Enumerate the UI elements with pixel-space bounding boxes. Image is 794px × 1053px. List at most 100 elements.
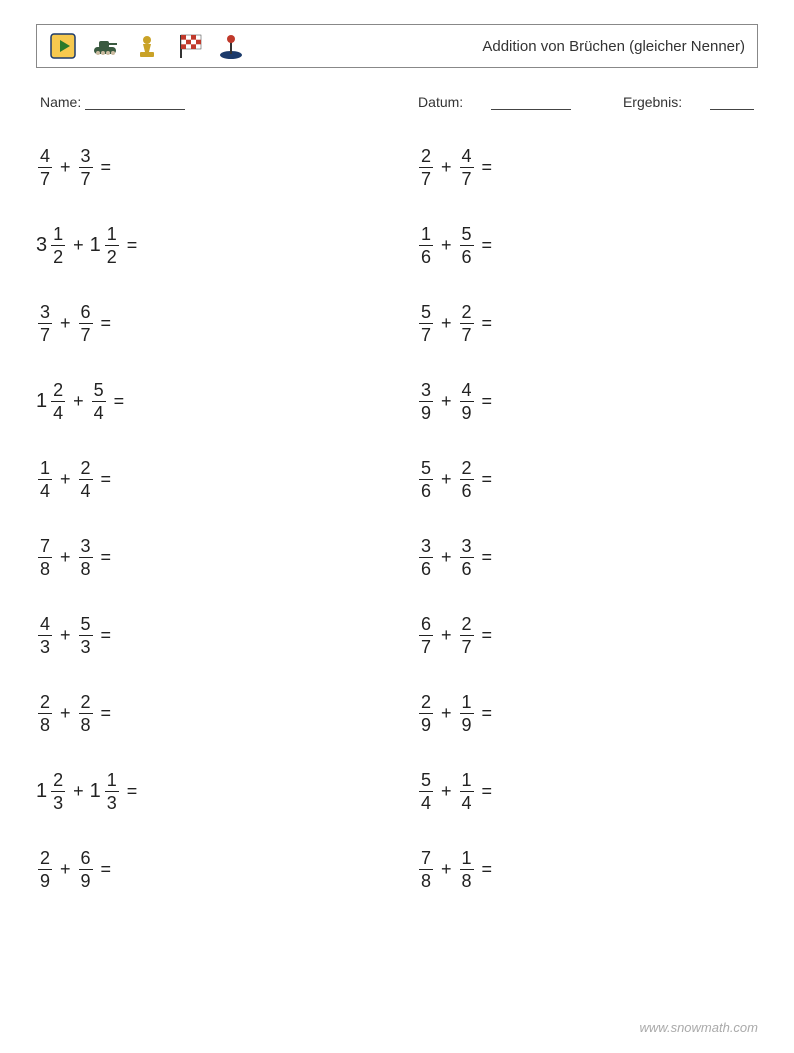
footer-url: www.snowmath.com — [640, 1020, 758, 1035]
denominator: 9 — [419, 404, 433, 422]
fraction-bar — [419, 713, 433, 714]
problem: 29+19= — [417, 674, 758, 752]
denominator: 6 — [460, 248, 474, 266]
fraction: 37 — [38, 303, 52, 344]
problem: 67+27= — [417, 596, 758, 674]
numerator: 6 — [419, 615, 433, 633]
header-icons — [49, 32, 245, 60]
problem: 16+56= — [417, 206, 758, 284]
fraction-bar — [105, 791, 119, 792]
worksheet-title: Addition von Brüchen (gleicher Nenner) — [482, 38, 745, 55]
denominator: 9 — [38, 872, 52, 890]
fraction: 27 — [460, 303, 474, 344]
denominator: 8 — [38, 716, 52, 734]
fraction: 12 — [51, 225, 65, 266]
plus-op: + — [73, 391, 84, 412]
plus-op: + — [441, 547, 452, 568]
plus-op: + — [441, 859, 452, 880]
denominator: 6 — [419, 482, 433, 500]
problem: 78+38= — [36, 518, 377, 596]
plus-op: + — [441, 469, 452, 490]
fraction: 49 — [460, 381, 474, 422]
problem: 123+113= — [36, 752, 377, 830]
equals: = — [482, 157, 493, 178]
plus-op: + — [60, 703, 71, 724]
equals: = — [101, 313, 112, 334]
denominator: 3 — [105, 794, 119, 812]
denominator: 6 — [460, 482, 474, 500]
fraction: 16 — [419, 225, 433, 266]
plus-op: + — [60, 157, 71, 178]
denominator: 9 — [79, 872, 93, 890]
equals: = — [482, 781, 493, 802]
numerator: 1 — [105, 225, 119, 243]
plus-op: + — [60, 313, 71, 334]
fraction: 23 — [51, 771, 65, 812]
name-blank[interactable] — [85, 95, 185, 110]
numerator: 5 — [419, 303, 433, 321]
fraction-bar — [460, 323, 474, 324]
fraction: 36 — [419, 537, 433, 578]
numerator: 1 — [460, 849, 474, 867]
equals: = — [482, 313, 493, 334]
denominator: 6 — [419, 248, 433, 266]
equals: = — [482, 547, 493, 568]
numerator: 6 — [79, 303, 93, 321]
flag-icon — [175, 32, 203, 60]
denominator: 7 — [38, 326, 52, 344]
fraction: 29 — [419, 693, 433, 734]
denominator: 8 — [38, 560, 52, 578]
plus-op: + — [441, 391, 452, 412]
denominator: 7 — [79, 326, 93, 344]
problem: 56+26= — [417, 440, 758, 518]
denominator: 7 — [419, 170, 433, 188]
numerator: 1 — [460, 693, 474, 711]
denominator: 6 — [460, 560, 474, 578]
numerator: 3 — [79, 537, 93, 555]
fraction-bar — [105, 245, 119, 246]
denominator: 8 — [419, 872, 433, 890]
play-icon — [49, 32, 77, 60]
problem: 39+49= — [417, 362, 758, 440]
numerator: 2 — [460, 459, 474, 477]
equals: = — [482, 235, 493, 256]
problem: 36+36= — [417, 518, 758, 596]
denominator: 4 — [51, 404, 65, 422]
numerator: 6 — [79, 849, 93, 867]
numerator: 2 — [79, 693, 93, 711]
whole-part: 1 — [36, 390, 47, 413]
fraction-bar — [419, 557, 433, 558]
numerator: 2 — [460, 303, 474, 321]
plus-op: + — [441, 781, 452, 802]
denominator: 9 — [460, 404, 474, 422]
denominator: 8 — [79, 560, 93, 578]
fraction: 27 — [460, 615, 474, 656]
numerator: 2 — [460, 615, 474, 633]
plus-op: + — [441, 157, 452, 178]
denominator: 8 — [460, 872, 474, 890]
equals: = — [482, 859, 493, 880]
plus-op: + — [60, 547, 71, 568]
denominator: 7 — [79, 170, 93, 188]
numerator: 7 — [38, 537, 52, 555]
denominator: 3 — [38, 638, 52, 656]
fraction: 18 — [460, 849, 474, 890]
equals: = — [482, 391, 493, 412]
date-blank[interactable] — [491, 95, 571, 110]
equals: = — [101, 703, 112, 724]
fraction: 28 — [79, 693, 93, 734]
chess-icon — [133, 32, 161, 60]
result-blank[interactable] — [710, 95, 754, 110]
fraction-bar — [419, 245, 433, 246]
worksheet-page: Addition von Brüchen (gleicher Nenner) N… — [0, 0, 794, 1053]
denominator: 7 — [460, 638, 474, 656]
fraction: 43 — [38, 615, 52, 656]
denominator: 4 — [92, 404, 106, 422]
fraction: 78 — [38, 537, 52, 578]
plus-op: + — [60, 469, 71, 490]
problem: 28+28= — [36, 674, 377, 752]
fraction: 28 — [38, 693, 52, 734]
fraction: 24 — [79, 459, 93, 500]
fraction-bar — [460, 245, 474, 246]
numerator: 2 — [38, 849, 52, 867]
